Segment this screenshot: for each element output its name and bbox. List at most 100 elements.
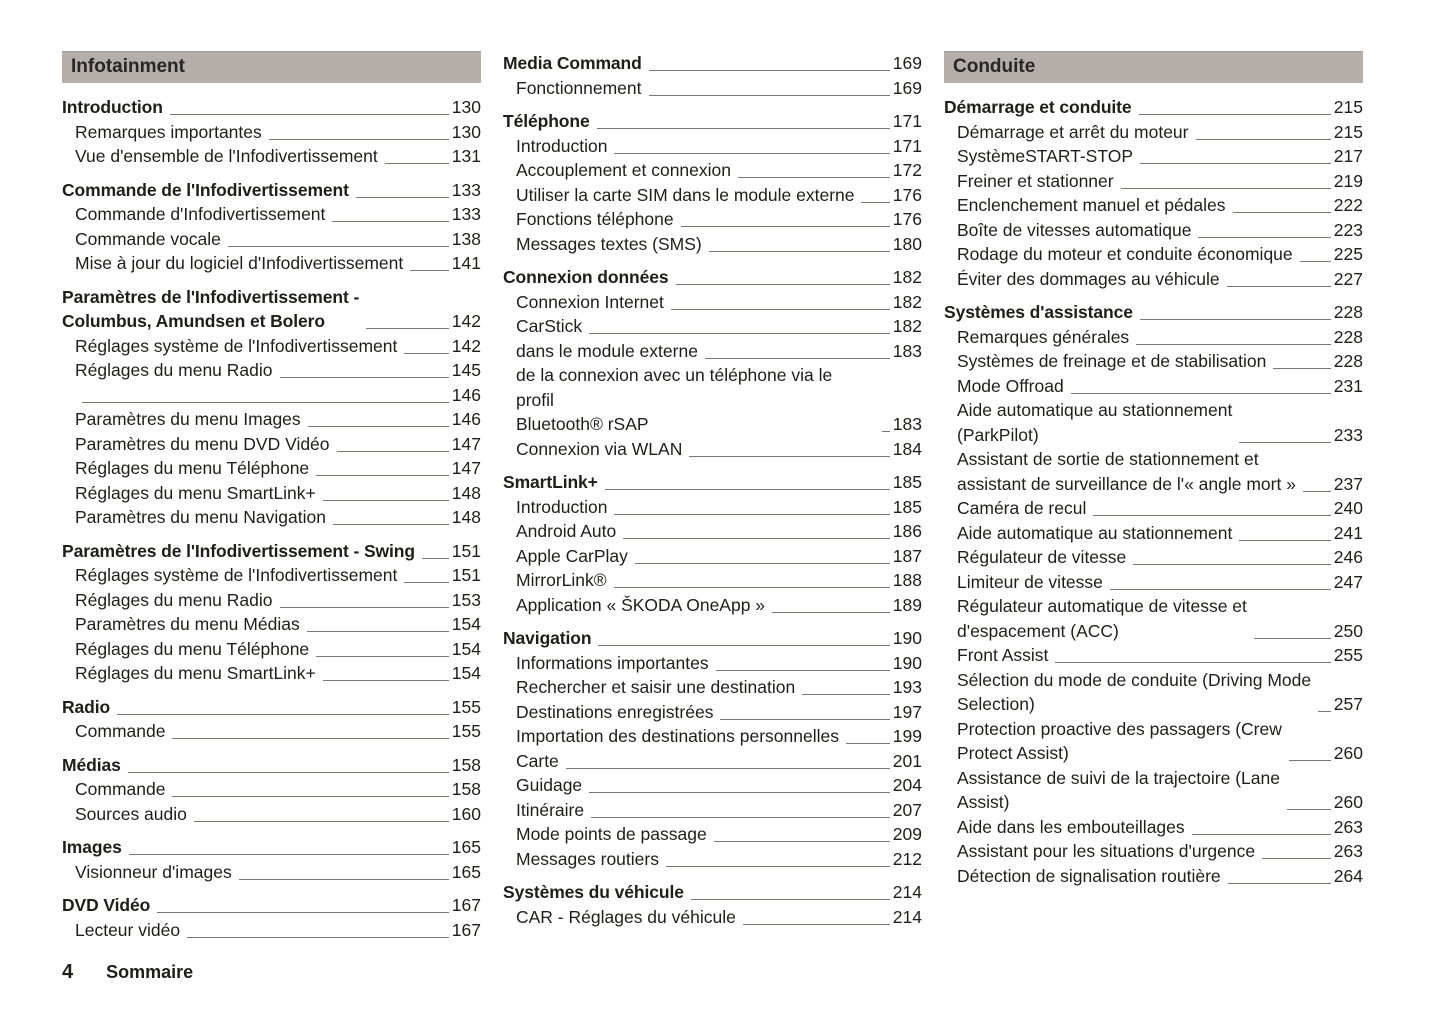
toc-entry[interactable]: Commande d'Infodivertissement 133	[62, 202, 481, 227]
toc-entry[interactable]: Réglages du menu Téléphone 147	[62, 456, 481, 481]
toc-entry[interactable]: SmartLink+ 185	[503, 470, 922, 495]
toc-entry[interactable]: Front Assist 255	[944, 643, 1363, 668]
toc-entry[interactable]: Accouplement et connexion 172	[503, 158, 922, 183]
toc-entry[interactable]: Mode Offroad 231	[944, 374, 1363, 399]
toc-entry[interactable]: Démarrage et arrêt du moteur 215	[944, 120, 1363, 145]
entry-page-number: 199	[892, 726, 922, 746]
toc-entry[interactable]: Limiteur de vitesse 247	[944, 570, 1363, 595]
toc-entry[interactable]: Réglages du menu Téléphone 154	[62, 637, 481, 662]
toc-entry[interactable]: Réglages du menu Radio 145	[62, 358, 481, 383]
toc-entry[interactable]: dans le module externe 183	[503, 339, 922, 364]
toc-entry[interactable]: Connexion via WLAN 184	[503, 437, 922, 462]
toc-entry[interactable]: Rechercher et saisir une destination 193	[503, 675, 922, 700]
toc-entry[interactable]: Rodage du moteur et conduite économique 2…	[944, 242, 1363, 267]
toc-entry[interactable]: Systèmes du véhicule 214	[503, 880, 922, 905]
toc-entry[interactable]: Connexion données 182	[503, 265, 922, 290]
toc-entry[interactable]: Radio 155	[62, 695, 481, 720]
toc-entry[interactable]: Régulateur de vitesse 246	[944, 545, 1363, 570]
toc-entry[interactable]: Médias 158	[62, 753, 481, 778]
toc-entry[interactable]: Itinéraire 207	[503, 798, 922, 823]
toc-entry[interactable]: CAR - Réglages du véhicule 214	[503, 905, 922, 930]
toc-entry[interactable]: Régulateur automatique de vitesse et d'e…	[944, 594, 1363, 643]
toc-entry[interactable]: Mise à jour du logiciel d'Infodivertisse…	[62, 251, 481, 276]
toc-entry[interactable]: Freiner et stationner 219	[944, 169, 1363, 194]
toc-entry[interactable]: CarStick 182	[503, 314, 922, 339]
leader-line	[404, 352, 449, 354]
toc-entry[interactable]: Commande vocale 138	[62, 227, 481, 252]
toc-entry[interactable]: Commande 158	[62, 777, 481, 802]
toc-entry[interactable]: Mode points de passage 209	[503, 822, 922, 847]
toc-entry[interactable]: Démarrage et conduite 215	[944, 95, 1363, 120]
toc-entry[interactable]: Vue d'ensemble de l'Infodivertissement 13…	[62, 144, 481, 169]
leader-line	[1070, 392, 1331, 394]
toc-entry[interactable]: MirrorLink® 188	[503, 568, 922, 593]
toc-entry[interactable]: Carte 201	[503, 749, 922, 774]
toc-entry[interactable]: Paramètres du menu Navigation 148	[62, 505, 481, 530]
toc-entry[interactable]: SystèmeSTART-STOP 217	[944, 144, 1363, 169]
entry-label: Systèmes du véhicule	[503, 882, 684, 902]
toc-entry[interactable]: Remarques importantes 130	[62, 120, 481, 145]
entry-label: Commande	[75, 779, 166, 799]
toc-entry[interactable]: Réglages système de l'Infodivertissement…	[62, 563, 481, 588]
toc-entry[interactable]: Enclenchement manuel et pédales 222	[944, 193, 1363, 218]
toc-entry[interactable]: Lecteur vidéo 167	[62, 918, 481, 943]
entry-page-number: 185	[892, 496, 922, 517]
toc-entry[interactable]: Assistant de sortie de stationnement et …	[944, 447, 1363, 496]
toc-entry[interactable]: Protection proactive des passagers (Crew…	[944, 717, 1363, 766]
entry-label: Assistant pour les situations d'urgence	[957, 841, 1256, 861]
toc-entry[interactable]: Fonctionnement 169	[503, 76, 922, 101]
toc-entry[interactable]: de la connexion avec un téléphone via le…	[503, 363, 922, 437]
toc-entry[interactable]: Media Command 169	[503, 51, 922, 76]
entry-page-number: 147	[451, 458, 481, 478]
toc-entry[interactable]: Boîte de vitesses automatique 223	[944, 218, 1363, 243]
toc-entry[interactable]: Fonctions téléphone 176	[503, 207, 922, 232]
toc-entry[interactable]: Messages textes (SMS) 180	[503, 232, 922, 257]
toc-entry[interactable]: Introduction 185	[503, 495, 922, 520]
toc-entry[interactable]: Détection de signalisation routière 264	[944, 864, 1363, 889]
toc-entry[interactable]: Assistant pour les situations d'urgence 2…	[944, 839, 1363, 864]
toc-entry[interactable]: Paramètres du menu Médias 154	[62, 612, 481, 637]
toc-entry[interactable]: Application « ŠKODA OneApp » 189	[503, 593, 922, 618]
toc-entry[interactable]: Images 165	[62, 835, 481, 860]
toc-entry[interactable]: Réglages du menu Radio 153	[62, 588, 481, 613]
toc-entry[interactable]: Réglages du menu SmartLink+ 148	[62, 481, 481, 506]
entry-page-number: 260	[1333, 792, 1363, 812]
toc-entry[interactable]: 146	[62, 383, 481, 408]
toc-entry[interactable]: Sources audio 160	[62, 802, 481, 827]
toc-entry[interactable]: Éviter des dommages au véhicule 227	[944, 267, 1363, 292]
toc-entry[interactable]: Apple CarPlay 187	[503, 544, 922, 569]
toc-entry[interactable]: Android Auto 186	[503, 519, 922, 544]
toc-entry[interactable]: Remarques générales 228	[944, 325, 1363, 350]
toc-entry[interactable]: Navigation 190	[503, 626, 922, 651]
toc-entry[interactable]: Aide dans les embouteillages 263	[944, 815, 1363, 840]
toc-entry[interactable]: Aide automatique au stationnement (ParkP…	[944, 398, 1363, 447]
toc-entry[interactable]: Importation des destinations personnelle…	[503, 724, 922, 749]
toc-entry[interactable]: Connexion Internet 182	[503, 290, 922, 315]
toc-entry[interactable]: Systèmes d'assistance 228	[944, 300, 1363, 325]
toc-entry[interactable]: Paramètres de l'Infodivertissement - Swi…	[62, 539, 481, 564]
toc-entry[interactable]: Paramètres du menu Images 146	[62, 407, 481, 432]
toc-entry[interactable]: DVD Vidéo 167	[62, 893, 481, 918]
toc-entry[interactable]: Réglages du menu SmartLink+ 154	[62, 661, 481, 686]
toc-entry[interactable]: Systèmes de freinage et de stabilisation…	[944, 349, 1363, 374]
entry-page-number: 240	[1333, 498, 1363, 518]
toc-entry[interactable]: Utiliser la carte SIM dans le module ext…	[503, 183, 922, 208]
toc-entry[interactable]: Sélection du mode de conduite (Driving M…	[944, 668, 1363, 717]
toc-entry[interactable]: Guidage 204	[503, 773, 922, 798]
toc-entry[interactable]: Commande de l'Infodivertissement 133	[62, 178, 481, 203]
toc-entry[interactable]: Aide automatique au stationnement 241	[944, 521, 1363, 546]
toc-entry[interactable]: Paramètres du menu DVD Vidéo 147	[62, 432, 481, 457]
toc-entry[interactable]: Informations importantes 190	[503, 651, 922, 676]
toc-entry[interactable]: Destinations enregistrées 197	[503, 700, 922, 725]
toc-entry[interactable]: Introduction 130	[62, 95, 481, 120]
toc-entry[interactable]: Commande 155	[62, 719, 481, 744]
toc-entry[interactable]: Visionneur d'images 165	[62, 860, 481, 885]
toc-entry[interactable]: Paramètres de l'Infodivertissement - Col…	[62, 285, 481, 334]
toc-entry[interactable]: Téléphone 171	[503, 109, 922, 134]
toc-entry[interactable]: Réglages système de l'Infodivertissement…	[62, 334, 481, 359]
toc-entry[interactable]: Introduction 171	[503, 134, 922, 159]
toc-entry[interactable]: Assistance de suivi de la trajectoire (L…	[944, 766, 1363, 815]
toc-entry[interactable]: Caméra de recul 240	[944, 496, 1363, 521]
toc-entry[interactable]: Messages routiers 212	[503, 847, 922, 872]
